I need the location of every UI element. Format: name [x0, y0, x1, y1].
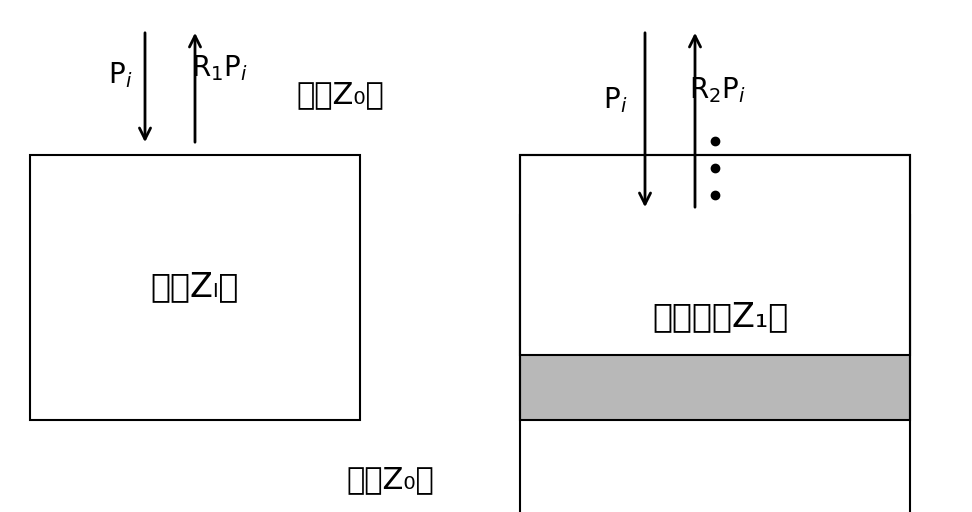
Text: R$_1$P$_i$: R$_1$P$_i$: [191, 53, 249, 83]
Text: 铝（Zₗ）: 铝（Zₗ）: [151, 270, 239, 304]
Bar: [520, 215, 910, 420]
Bar: [520, 155, 910, 355]
Text: P$_i$: P$_i$: [603, 85, 627, 115]
Bar: [520, 155, 910, 512]
Text: 水（Z₀）: 水（Z₀）: [346, 465, 434, 495]
Text: R$_2$P$_i$: R$_2$P$_i$: [689, 75, 746, 105]
Text: P$_i$: P$_i$: [108, 60, 132, 90]
Text: 水（Z₀）: 水（Z₀）: [296, 80, 384, 110]
Bar: [30, 155, 360, 420]
Text: 材料１（Z₁）: 材料１（Z₁）: [652, 301, 788, 333]
